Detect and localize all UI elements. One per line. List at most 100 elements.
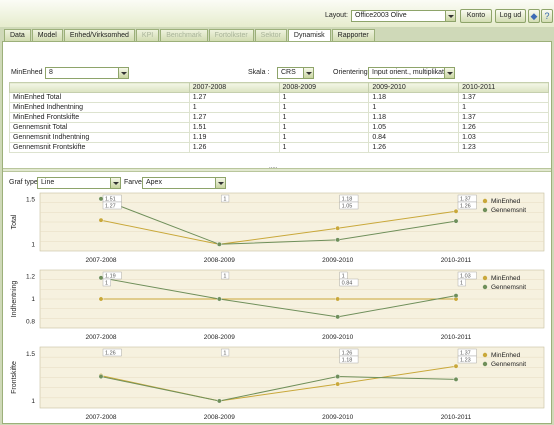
diamond-icon[interactable]: ◆ <box>528 9 540 23</box>
tab-enhed-virksomhed[interactable]: Enhed/Virksomhed <box>63 29 135 41</box>
orientering-label: Orientering: <box>333 69 370 76</box>
graf-type-select-value: Line <box>41 179 55 186</box>
row-label-cell: Gennemsnit Indhentning <box>9 132 190 143</box>
y-axis-label: Total <box>11 214 18 229</box>
value-cell: 1.05 <box>368 122 460 133</box>
value-cell: 1.51 <box>188 122 280 133</box>
data-label-box <box>102 278 111 287</box>
tab-fortolkster: Fortolkster <box>208 29 254 41</box>
y-tick-label: 1.5 <box>26 351 35 358</box>
table-header-cell[interactable]: 2007-2008 <box>188 82 280 93</box>
data-label: 1.18 <box>342 197 353 203</box>
x-tick-label: 2008-2009 <box>204 257 235 264</box>
tab-rapporter[interactable]: Rapporter <box>331 29 375 41</box>
layout-select[interactable]: Office2003 Olive <box>351 10 456 22</box>
farver-select[interactable]: Apex <box>142 177 226 189</box>
data-label-box <box>221 348 230 357</box>
data-label: 0.84 <box>342 281 353 287</box>
legend-marker-minenhed <box>482 198 488 204</box>
y-tick-label: 1 <box>31 398 35 405</box>
dynamisk-panel: MinEnhed : 8 Skala : CRS Orientering: In… <box>2 41 552 424</box>
tab-model[interactable]: Model <box>31 29 63 41</box>
row-label-cell: MinEnhed Total <box>9 92 190 103</box>
value-cell: 1 <box>368 102 460 113</box>
data-point-minenhed <box>98 296 104 302</box>
layout-select-value: Office2003 Olive <box>355 12 407 19</box>
series-line-gennemsnit <box>100 277 457 318</box>
x-tick-label: 2007-2008 <box>85 334 116 341</box>
data-label-box <box>457 278 466 287</box>
data-label: 1.05 <box>342 204 353 210</box>
data-label: 1.26 <box>342 351 353 357</box>
tab-kpi: KPI <box>135 29 160 41</box>
skala-select[interactable]: CRS <box>277 67 314 79</box>
y-axis-label: Indhentning <box>11 281 18 318</box>
data-label-box <box>102 271 122 280</box>
table-row[interactable]: Gennemsnit Indhentning 1.19 1 0.84 1.03 <box>9 132 549 143</box>
value-cell: 1.37 <box>458 112 549 123</box>
legend-label: MinEnhed <box>491 198 521 205</box>
table-row[interactable]: Gennemsnit Frontskifte 1.26 1 1.26 1.23 <box>9 142 549 153</box>
legend-marker-gennemsnit <box>482 361 488 367</box>
value-cell: 1 <box>458 102 549 113</box>
tab-data[interactable]: Data <box>4 29 31 41</box>
main-tabs: Data Model Enhed/Virksomhed KPI Benchmar… <box>4 29 376 42</box>
data-label: 1 <box>223 197 226 203</box>
chevron-down-icon <box>303 68 313 78</box>
data-label: 1.26 <box>460 204 471 210</box>
tab-dynamisk[interactable]: Dynamisk <box>287 29 331 42</box>
chevron-down-icon <box>215 178 225 188</box>
graf-type-label: Graf type <box>9 179 38 186</box>
data-point-gennemsnit <box>335 314 341 320</box>
data-point-gennemsnit <box>98 275 104 281</box>
konto-button[interactable]: Konto <box>460 9 492 23</box>
table-row[interactable]: Gennemsnit Total 1.51 1 1.05 1.26 <box>9 122 549 133</box>
panel-splitter[interactable] <box>3 164 551 172</box>
value-cell: 1.27 <box>188 92 280 103</box>
chevron-down-icon <box>118 68 128 78</box>
minenhed-select-value: 8 <box>49 69 53 76</box>
table-header-cell[interactable]: 2010-2011 <box>458 82 549 93</box>
data-label-box <box>221 271 230 280</box>
skala-select-value: CRS <box>281 69 296 76</box>
data-point-gennemsnit <box>453 293 459 299</box>
tab-benchmark: Benchmark <box>160 29 208 41</box>
help-icon[interactable]: ? <box>541 9 553 23</box>
table-header-cell[interactable]: 2008-2009 <box>278 82 370 93</box>
table-header-cell[interactable]: 2009-2010 <box>368 82 460 93</box>
row-label-cell: MinEnhed Frontskifte <box>9 112 190 123</box>
chart-total: Total 1 1.5 2007-2008 2008-2009 2009-2010 2010… <box>6 189 550 265</box>
data-label: 1.18 <box>342 358 353 364</box>
value-cell: 1 <box>188 102 280 113</box>
legend-label: MinEnhed <box>491 352 521 359</box>
data-label-box <box>102 348 122 357</box>
legend-label: Gennemsnit <box>491 284 526 291</box>
data-label-box <box>457 201 477 210</box>
x-tick-label: 2010-2011 <box>441 414 472 421</box>
table-row[interactable]: MinEnhed Frontskifte 1.27 1 1.18 1.37 <box>9 112 549 123</box>
graf-type-select[interactable]: Line <box>37 177 121 189</box>
data-label-box <box>339 355 359 364</box>
data-point-minenhed <box>335 296 341 302</box>
orientering-select[interactable]: Input orient., multiplikativ <box>368 67 455 79</box>
table-row[interactable]: MinEnhed Indhentning 1 1 1 1 <box>9 102 549 113</box>
chart-indhentning: Indhentning 0.8 1 1.2 2007-2008 2008-2009 2009… <box>6 266 550 342</box>
data-point-minenhed <box>335 381 341 387</box>
legend-label: MinEnhed <box>491 275 521 282</box>
farver-label: Farver <box>124 179 145 186</box>
minenhed-select[interactable]: 8 <box>45 67 129 79</box>
table-row[interactable]: MinEnhed Total 1.27 1 1.18 1.37 <box>9 92 549 103</box>
value-cell: 1 <box>278 142 370 153</box>
legend-label: Gennemsnit <box>491 207 526 214</box>
data-label: 1.37 <box>460 197 471 203</box>
data-point-gennemsnit <box>216 398 222 404</box>
logout-button[interactable]: Log ud <box>495 9 526 23</box>
data-label-box <box>339 278 359 287</box>
x-tick-label: 2010-2011 <box>441 257 472 264</box>
row-label-cell: MinEnhed Indhentning <box>9 102 190 113</box>
y-tick-label: 0.8 <box>26 318 35 325</box>
series-line-minenhed <box>100 210 457 245</box>
value-cell: 1.26 <box>368 142 460 153</box>
data-label: 1.26 <box>105 351 116 357</box>
value-cell: 1.18 <box>368 112 460 123</box>
